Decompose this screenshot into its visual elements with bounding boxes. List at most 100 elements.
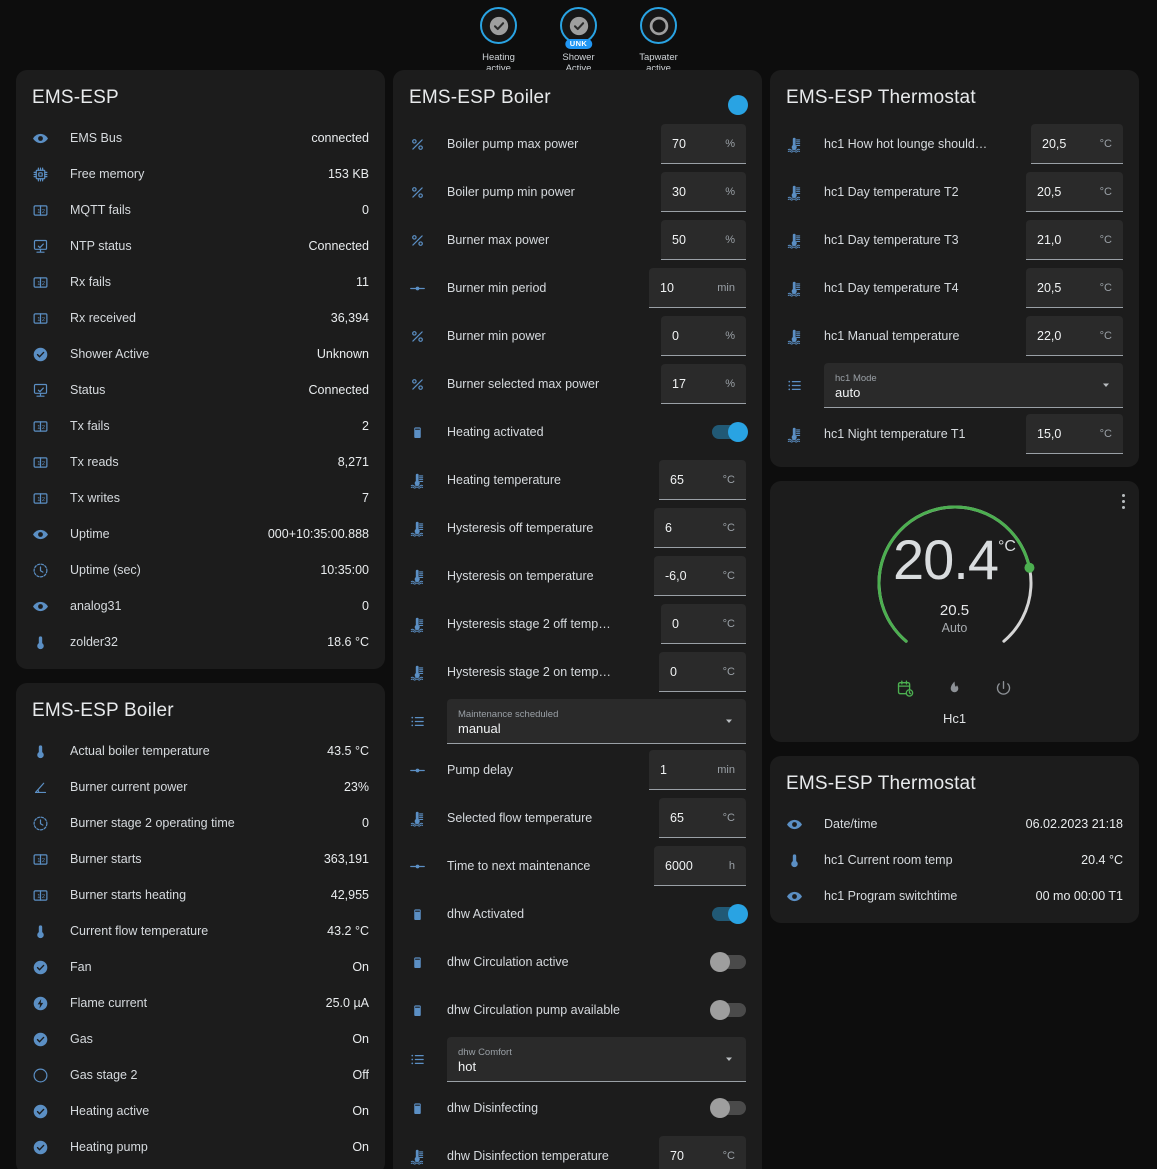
value-input[interactable]: 6000 h bbox=[654, 846, 746, 886]
info-row[interactable]: Uptime 000+10:35:00.888 bbox=[16, 516, 385, 552]
info-row[interactable]: EMS Bus connected bbox=[16, 120, 385, 156]
field-row[interactable]: hc1 Day temperature T3 21,0 °C bbox=[770, 216, 1139, 264]
row-toggle-switch[interactable] bbox=[712, 422, 748, 442]
info-row[interactable]: 1 2 Rx received 36,394 bbox=[16, 300, 385, 336]
info-row[interactable]: Status Connected bbox=[16, 372, 385, 408]
info-row[interactable]: 1 2 Burner starts heating 42,955 bbox=[16, 877, 385, 913]
dropdown-select[interactable]: Maintenance scheduled manual bbox=[447, 698, 746, 744]
row-toggle-switch[interactable] bbox=[710, 1098, 746, 1118]
info-row[interactable]: Gas stage 2 Off bbox=[16, 1057, 385, 1093]
toggle-row[interactable]: dhw Circulation pump available bbox=[393, 986, 762, 1034]
field-row[interactable]: Hysteresis on temperature -6,0 °C bbox=[393, 552, 762, 600]
toggle-row[interactable]: dhw Circulation active bbox=[393, 938, 762, 986]
row-toggle-switch[interactable] bbox=[712, 904, 748, 924]
value-input[interactable]: 0 °C bbox=[661, 604, 746, 644]
power-icon[interactable] bbox=[994, 679, 1013, 703]
info-row[interactable]: hc1 Program switchtime 00 mo 00:00 T1 bbox=[770, 878, 1139, 914]
value-input[interactable]: 0 °C bbox=[659, 652, 746, 692]
field-row[interactable]: hc1 Manual temperature 22,0 °C bbox=[770, 312, 1139, 360]
info-row[interactable]: Date/time 06.02.2023 21:18 bbox=[770, 806, 1139, 842]
field-row[interactable]: dhw Disinfection temperature 70 °C bbox=[393, 1132, 762, 1169]
info-row[interactable]: Actual boiler temperature 43.5 °C bbox=[16, 733, 385, 769]
dropdown-select[interactable]: dhw Comfort hot bbox=[447, 1036, 746, 1082]
value-input[interactable]: 1 min bbox=[649, 750, 746, 790]
chevron-down-icon[interactable] bbox=[723, 714, 735, 732]
calendar-clock-icon[interactable] bbox=[896, 679, 915, 703]
value-input[interactable]: 15,0 °C bbox=[1026, 414, 1123, 454]
field-row[interactable]: Heating temperature 65 °C bbox=[393, 456, 762, 504]
chevron-down-icon[interactable] bbox=[723, 1052, 735, 1070]
info-row[interactable]: Shower Active Unknown bbox=[16, 336, 385, 372]
info-row[interactable]: NTP status Connected bbox=[16, 228, 385, 264]
thermometer-icon bbox=[32, 634, 70, 651]
value-input[interactable]: 70 °C bbox=[659, 1136, 746, 1169]
value-input[interactable]: 0% bbox=[661, 316, 746, 356]
info-row[interactable]: hc1 Current room temp 20.4 °C bbox=[770, 842, 1139, 878]
value-input[interactable]: 10 min bbox=[649, 268, 746, 308]
field-row[interactable]: Hysteresis stage 2 off temp… 0 °C bbox=[393, 600, 762, 648]
info-row[interactable]: analog31 0 bbox=[16, 588, 385, 624]
value-input[interactable]: 20,5 °C bbox=[1031, 124, 1123, 164]
status-chip-heating[interactable]: Heating active bbox=[468, 7, 530, 75]
field-row[interactable]: hc1 Day temperature T4 20,5 °C bbox=[770, 264, 1139, 312]
value-input[interactable]: 17% bbox=[661, 364, 746, 404]
info-row[interactable]: Gas On bbox=[16, 1021, 385, 1057]
more-options-icon[interactable] bbox=[1122, 494, 1125, 509]
toggle-row[interactable]: Heating activated bbox=[393, 408, 762, 456]
info-row[interactable]: 1 2 Tx fails 2 bbox=[16, 408, 385, 444]
value-input[interactable]: 21,0 °C bbox=[1026, 220, 1123, 260]
field-row[interactable]: hc1 Night temperature T1 15,0 °C bbox=[770, 410, 1139, 458]
field-row[interactable]: Hysteresis off temperature 6 °C bbox=[393, 504, 762, 552]
info-row[interactable]: Flame current 25.0 µA bbox=[16, 985, 385, 1021]
value-input[interactable]: -6,0 °C bbox=[654, 556, 746, 596]
info-row[interactable]: Heating active On bbox=[16, 1093, 385, 1129]
row-toggle-switch[interactable] bbox=[710, 952, 746, 972]
toggle-row[interactable]: dhw Activated bbox=[393, 890, 762, 938]
field-row[interactable]: Time to next maintenance 6000 h bbox=[393, 842, 762, 890]
info-row[interactable]: 1 2 Tx writes 7 bbox=[16, 480, 385, 516]
info-row[interactable]: 1 2 Tx reads 8,271 bbox=[16, 444, 385, 480]
flame-icon[interactable] bbox=[945, 679, 964, 703]
value-input[interactable]: 20,5 °C bbox=[1026, 268, 1123, 308]
field-row[interactable]: Burner selected max power 17% bbox=[393, 360, 762, 408]
value-input[interactable]: 65 °C bbox=[659, 798, 746, 838]
info-row[interactable]: 1 2 MQTT fails 0 bbox=[16, 192, 385, 228]
info-row[interactable]: Burner current power 23% bbox=[16, 769, 385, 805]
select-row[interactable]: hc1 Mode auto bbox=[770, 360, 1139, 410]
field-row[interactable]: hc1 Day temperature T2 20,5 °C bbox=[770, 168, 1139, 216]
field-row[interactable]: Boiler pump min power 30% bbox=[393, 168, 762, 216]
value-input[interactable]: 20,5 °C bbox=[1026, 172, 1123, 212]
value-input[interactable]: 70% bbox=[661, 124, 746, 164]
field-row[interactable]: Burner min power 0% bbox=[393, 312, 762, 360]
info-row[interactable]: 1 2 Rx fails 11 bbox=[16, 264, 385, 300]
value-input[interactable]: 65 °C bbox=[659, 460, 746, 500]
info-row[interactable]: Burner stage 2 operating time 0 bbox=[16, 805, 385, 841]
value-input[interactable]: 6 °C bbox=[654, 508, 746, 548]
field-row[interactable]: Hysteresis stage 2 on temp… 0 °C bbox=[393, 648, 762, 696]
status-chip-tapwater[interactable]: Tapwater active bbox=[628, 7, 690, 75]
thermostat-dial[interactable]: 20.4 °C 20.5 Auto bbox=[770, 493, 1139, 673]
field-row[interactable]: Burner max power 50% bbox=[393, 216, 762, 264]
info-row[interactable]: Heating pump On bbox=[16, 1129, 385, 1165]
field-row[interactable]: Boiler pump max power 70% bbox=[393, 120, 762, 168]
info-row[interactable]: Current flow temperature 43.2 °C bbox=[16, 913, 385, 949]
field-row[interactable]: Pump delay 1 min bbox=[393, 746, 762, 794]
select-row[interactable]: dhw Comfort hot bbox=[393, 1034, 762, 1084]
row-toggle-switch[interactable] bbox=[710, 1000, 746, 1020]
info-row[interactable]: Free memory 153 KB bbox=[16, 156, 385, 192]
info-row[interactable]: 1 2 Burner starts 363,191 bbox=[16, 841, 385, 877]
field-row[interactable]: hc1 How hot lounge should… 20,5 °C bbox=[770, 120, 1139, 168]
select-row[interactable]: Maintenance scheduled manual bbox=[393, 696, 762, 746]
value-input[interactable]: 30% bbox=[661, 172, 746, 212]
info-row[interactable]: zolder32 18.6 °C bbox=[16, 624, 385, 660]
value-input[interactable]: 50% bbox=[661, 220, 746, 260]
toggle-row[interactable]: dhw Disinfecting bbox=[393, 1084, 762, 1132]
dropdown-select[interactable]: hc1 Mode auto bbox=[824, 362, 1123, 408]
status-chip-shower[interactable]: UNK Shower Active bbox=[548, 7, 610, 75]
value-input[interactable]: 22,0 °C bbox=[1026, 316, 1123, 356]
info-row[interactable]: Fan On bbox=[16, 949, 385, 985]
field-row[interactable]: Burner min period 10 min bbox=[393, 264, 762, 312]
field-row[interactable]: Selected flow temperature 65 °C bbox=[393, 794, 762, 842]
chevron-down-icon[interactable] bbox=[1100, 378, 1112, 396]
info-row[interactable]: Uptime (sec) 10:35:00 bbox=[16, 552, 385, 588]
